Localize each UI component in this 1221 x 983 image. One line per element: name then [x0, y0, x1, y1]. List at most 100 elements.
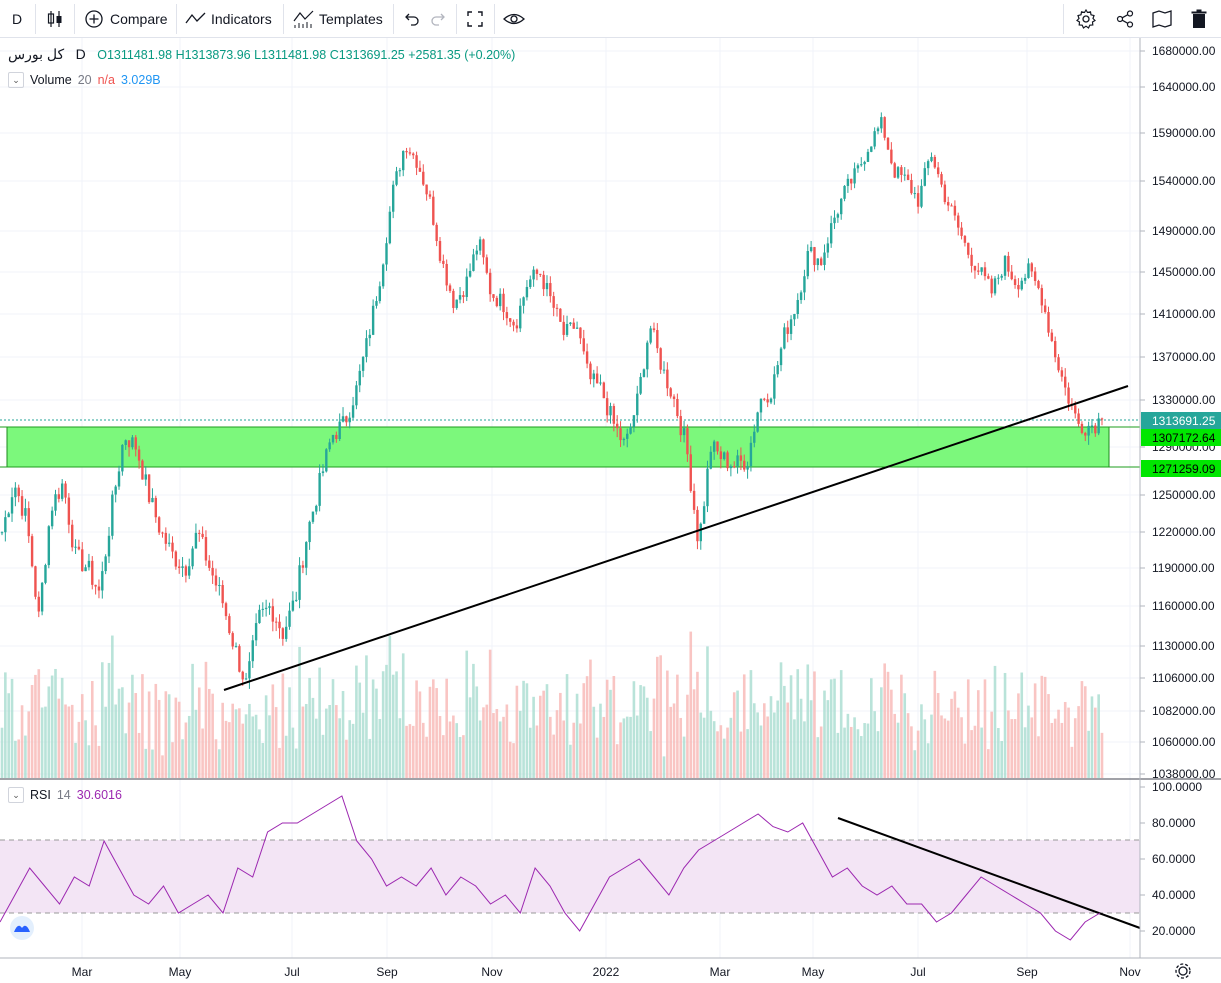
volume-bar: [742, 674, 746, 778]
tradingview-logo-icon[interactable]: [10, 916, 34, 940]
candle-body: [191, 548, 194, 567]
gridlines: [0, 38, 1140, 958]
candle-body: [50, 510, 54, 527]
volume-bar: [144, 748, 148, 778]
candle-body: [472, 254, 475, 271]
candle-body: [0, 532, 4, 534]
axis-settings-gear-icon[interactable]: [1175, 963, 1191, 979]
interval-button[interactable]: D: [12, 0, 22, 37]
candle-body: [599, 382, 602, 384]
volume-bar: [766, 716, 769, 778]
volume-bar: [141, 674, 144, 778]
candle-body: [639, 376, 642, 394]
candle-body: [258, 609, 261, 624]
candle-body: [1047, 312, 1050, 333]
rsi-downtrend-line[interactable]: [837, 817, 1141, 929]
volume-bar: [121, 687, 124, 778]
candle-body: [763, 398, 766, 400]
price-axis[interactable]: 1680000.00 1640000.00 1590000.00 1540000.00…: [1140, 44, 1216, 781]
candle-body: [602, 382, 606, 399]
volume-bar: [569, 744, 572, 778]
divider: [1063, 4, 1064, 34]
candle-body: [1090, 425, 1094, 427]
visibility-button[interactable]: [502, 0, 526, 37]
volume-bar: [599, 703, 602, 778]
volume-legend[interactable]: ⌄ Volume 20 n/a 3.029B: [8, 72, 161, 88]
volume-bar: [622, 718, 626, 778]
time-axis[interactable]: Mar May Jul Sep Nov 2022 Mar May Jul Sep Nov: [72, 965, 1141, 979]
candle-body: [214, 575, 218, 586]
candle-body: [850, 178, 853, 184]
candle-body: [880, 117, 883, 129]
candle-body: [57, 494, 61, 499]
volume-bar: [893, 713, 897, 778]
rsi-axis[interactable]: 100.0000 80.0000 60.0000 40.0000 20.0000: [1140, 780, 1202, 938]
delete-button[interactable]: [1190, 0, 1208, 37]
volume-bar: [652, 698, 656, 778]
notes-button[interactable]: [1151, 0, 1173, 37]
volume-bar: [137, 732, 141, 778]
volume-bar: [97, 745, 101, 778]
volume-bar: [920, 704, 923, 778]
volume-bar: [635, 715, 639, 778]
candle-body: [7, 513, 10, 518]
candle-body: [147, 474, 151, 503]
settings-button[interactable]: [1075, 0, 1097, 37]
volume-bar: [442, 735, 445, 778]
candle-body: [194, 532, 198, 549]
candle-body: [719, 451, 723, 460]
volume-bar: [589, 659, 592, 778]
divider: [283, 4, 284, 34]
volume-bar: [1003, 672, 1007, 778]
volume-bar: [535, 725, 539, 778]
volume-bar: [411, 725, 415, 778]
candle-body: [448, 285, 452, 291]
collapse-chevron-icon[interactable]: ⌄: [8, 72, 24, 88]
uptrend-line[interactable]: [223, 385, 1129, 691]
rsi-legend[interactable]: ⌄ RSI 14 30.6016: [8, 787, 122, 803]
rsi-band: [0, 840, 1140, 913]
fullscreen-button[interactable]: [465, 0, 485, 37]
templates-label: Templates: [319, 10, 383, 27]
share-button[interactable]: [1115, 0, 1135, 37]
candle-body: [973, 265, 977, 271]
symbol-name[interactable]: کل بورس: [8, 46, 65, 62]
candle-body: [923, 168, 926, 186]
candle-body: [646, 342, 649, 370]
volume-bar: [1073, 718, 1077, 778]
chart-type-button[interactable]: [45, 0, 65, 37]
candle-body: [679, 416, 682, 436]
candle-body: [519, 305, 522, 329]
support-zone[interactable]: [6, 426, 1110, 468]
volume-bar: [866, 723, 870, 778]
undo-button[interactable]: [402, 0, 420, 37]
volume-bar: [221, 702, 224, 778]
candle-body: [692, 490, 696, 510]
compare-button[interactable]: Compare: [84, 0, 168, 37]
candle-body: [903, 174, 906, 176]
candle-body: [509, 318, 512, 322]
volume-bar: [214, 739, 218, 778]
volume-bar: [355, 665, 358, 778]
redo-button[interactable]: [430, 0, 448, 37]
candle-body: [943, 184, 947, 203]
indicators-button[interactable]: Indicators: [184, 0, 272, 37]
candle-body: [983, 267, 987, 277]
volume-bar: [836, 732, 840, 778]
volume-bar: [515, 685, 519, 778]
candle-body: [208, 560, 211, 568]
volume-bar: [278, 747, 281, 778]
templates-button[interactable]: Templates: [292, 0, 383, 37]
collapse-chevron-icon[interactable]: ⌄: [8, 787, 24, 803]
volume-bar: [906, 713, 910, 778]
candle-body: [729, 466, 733, 469]
candle-body: [696, 509, 699, 542]
volume-bar: [716, 731, 719, 778]
volume-bar: [40, 707, 44, 778]
candle-body: [221, 585, 224, 604]
candle-body: [833, 217, 836, 224]
time-tick-label: 2022: [593, 965, 620, 979]
candle-body: [699, 523, 702, 542]
volume-bar: [826, 700, 830, 778]
